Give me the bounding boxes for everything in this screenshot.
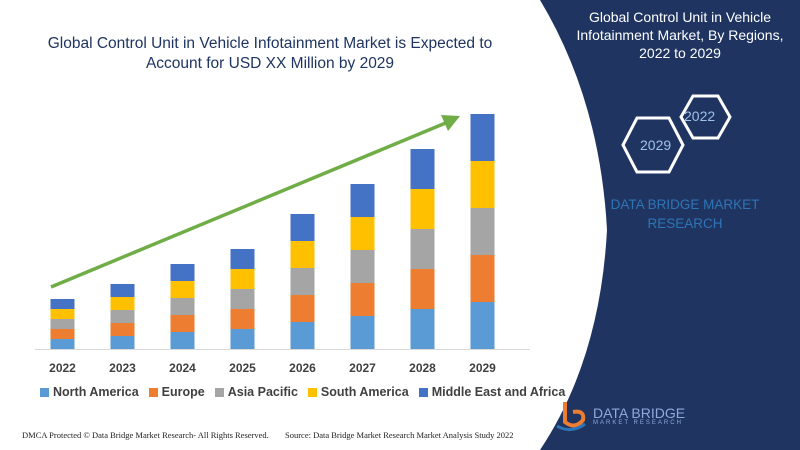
hexagon-badges <box>621 94 732 174</box>
x-tick-label: 2022 <box>49 361 76 375</box>
chart-legend: North America Europe Asia Pacific South … <box>40 385 565 399</box>
x-tick-label: 2025 <box>229 361 256 375</box>
legend-swatch <box>307 387 317 397</box>
bar-segment <box>110 310 135 323</box>
bar-segment <box>230 269 255 289</box>
legend-swatch <box>148 387 158 397</box>
bar-segment <box>50 309 75 319</box>
company-logo: DATA BRIDGE MARKET RESEARCH <box>555 400 685 432</box>
x-tick-label: 2024 <box>169 361 196 375</box>
bar-segment <box>470 302 495 349</box>
logo-text: DATA BRIDGE <box>593 405 686 421</box>
bar-segment <box>290 295 315 322</box>
bar-segment <box>350 250 375 283</box>
footer-source: Source: Data Bridge Market Research Mark… <box>285 430 514 440</box>
bar-segment <box>230 329 255 349</box>
bar-segment <box>410 229 435 269</box>
legend-item: South America <box>307 385 409 399</box>
bar-segment <box>170 298 195 315</box>
legend-label: Asia Pacific <box>227 385 298 399</box>
bar-segment <box>470 161 495 208</box>
hexagon-2029-icon <box>621 116 685 174</box>
bar-segment <box>470 114 495 161</box>
legend-label: Europe <box>161 385 205 399</box>
bar-segment <box>410 269 435 309</box>
bar-segment <box>350 316 375 349</box>
bar-segment <box>470 255 495 302</box>
x-tick-label: 2027 <box>349 361 376 375</box>
bar-segment <box>410 149 435 189</box>
legend-label: Middle East and Africa <box>431 385 566 399</box>
bar-segment <box>470 208 495 255</box>
brand-text: DATA BRIDGE MARKET RESEARCH <box>610 197 760 231</box>
bar-segment <box>170 332 195 349</box>
legend-swatch <box>40 387 49 397</box>
bar-segment <box>110 323 135 336</box>
trend-arrowhead-icon <box>441 115 460 131</box>
legend-item: Asia Pacific <box>214 385 298 399</box>
bar-segment <box>230 249 255 269</box>
hexagon-2022-icon <box>679 94 732 140</box>
side-panel-title: Global Control Unit in Vehicle Infotainm… <box>576 9 784 61</box>
x-tick-label: 2028 <box>409 361 436 375</box>
bar-segment <box>350 217 375 250</box>
bar-segment <box>410 309 435 349</box>
hex-year-2029: 2029 <box>640 137 672 153</box>
bar-segment <box>170 281 195 298</box>
legend-item: Europe <box>148 385 205 399</box>
bar-segment <box>110 297 135 310</box>
bar-segment <box>410 189 435 229</box>
legend-swatch <box>214 387 224 397</box>
logo-b-icon <box>556 402 586 431</box>
bar-segment <box>290 214 315 241</box>
bar-segment <box>230 289 255 309</box>
bar-segment <box>110 336 135 349</box>
bar-segment <box>350 184 375 217</box>
x-tick-label: 2026 <box>289 361 316 375</box>
stacked-bar-chart: 2022 2023 2024 2025 2026 2027 2028 2029 <box>35 114 530 375</box>
bar-segment <box>50 329 75 339</box>
bar-segment <box>230 309 255 329</box>
bar-segment <box>50 299 75 309</box>
bar-segment <box>50 319 75 329</box>
page-title: Global Control Unit in Vehicle Infotainm… <box>47 35 493 72</box>
legend-label: South America <box>320 385 409 399</box>
bar-segment <box>50 339 75 349</box>
x-tick-label: 2029 <box>469 361 496 375</box>
bar-segment <box>170 264 195 281</box>
bar-segment <box>350 283 375 316</box>
legend-item: Middle East and Africa <box>418 385 566 399</box>
legend-label: North America <box>53 385 139 399</box>
legend-item: North America <box>40 385 139 399</box>
bar-segment <box>110 284 135 297</box>
trend-arrow-line <box>50 120 449 289</box>
hex-year-2022: 2022 <box>684 108 716 124</box>
bar-segment <box>290 268 315 295</box>
legend-swatch <box>418 387 428 397</box>
footer-copyright: DMCA Protected © Data Bridge Market Rese… <box>22 430 269 440</box>
bar-segment <box>290 241 315 268</box>
logo-subtext: MARKET RESEARCH <box>593 420 683 426</box>
bar-segment <box>290 322 315 349</box>
bar-segment <box>170 315 195 332</box>
x-tick-label: 2023 <box>109 361 136 375</box>
